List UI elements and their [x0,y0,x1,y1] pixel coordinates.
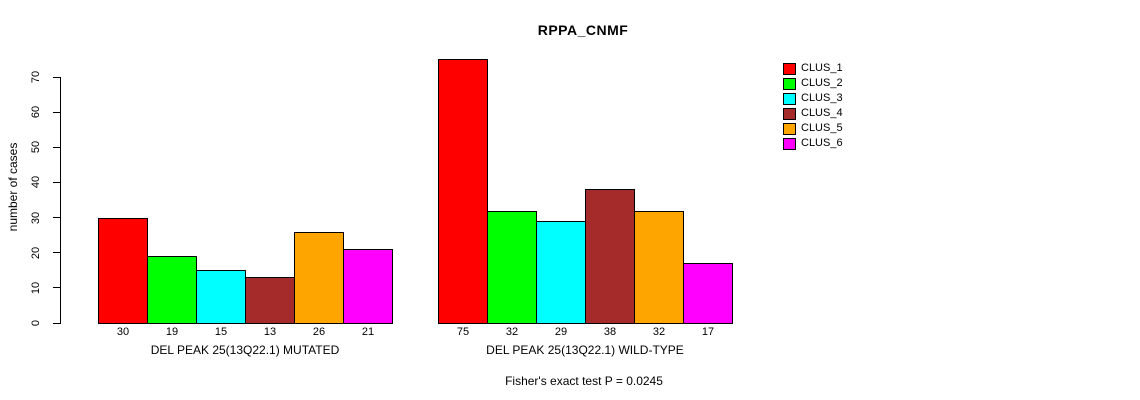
bar-clus_4-wild-type [585,189,635,324]
legend-swatch-icon [783,77,796,90]
legend-item-label: CLUS_3 [801,92,843,104]
legend-swatch-icon [783,122,796,135]
y-axis-line [60,77,61,324]
legend-item-label: CLUS_1 [801,62,843,74]
y-axis-tick-label: 0 [30,319,42,327]
legend-item-label: CLUS_5 [801,122,843,134]
bar-value-label: 17 [701,326,715,338]
y-axis-tick-label: 50 [30,141,42,154]
bar-clus_5-wild-type [634,211,684,324]
legend-swatch-icon [783,137,796,150]
bar-value-label: 19 [165,326,179,338]
bar-clus_6-mutated [343,249,393,324]
bar-value-label: 32 [505,326,519,338]
y-axis-tick-label: 10 [30,281,42,294]
legend-item-label: CLUS_4 [801,107,843,119]
bar-value-label: 26 [312,326,326,338]
y-axis-tick [53,217,60,219]
bar-clus_2-mutated [147,256,197,324]
legend-item-label: CLUS_2 [801,77,843,89]
y-axis-tick-label: 70 [30,70,42,84]
bar-clus_1-wild-type [438,59,488,324]
legend-item-clus_2: CLUS_2 [783,76,843,91]
y-axis-tick-label: 30 [30,211,42,224]
bar-value-label: 75 [456,326,470,338]
legend-item-clus_1: CLUS_1 [783,61,843,76]
bar-value-label: 38 [603,326,617,338]
legend-swatch-icon [783,62,796,75]
legend-item-label: CLUS_6 [801,137,843,149]
bar-clus_4-mutated [245,277,295,324]
y-axis-tick [53,146,60,148]
bar-value-label: 15 [214,326,228,338]
bar-clus_2-wild-type [487,211,537,324]
bar-value-label: 29 [554,326,568,338]
bar-value-label: 13 [263,326,277,338]
bar-clus_1-mutated [98,218,148,324]
bar-clus_3-mutated [196,270,246,324]
bar-clus_6-wild-type [683,263,733,324]
y-axis-tick [53,111,60,113]
legend-item-clus_6: CLUS_6 [783,136,843,151]
y-axis-tick [53,252,60,254]
group-label-wild-type: DEL PEAK 25(13Q22.1) WILD-TYPE [486,343,684,357]
legend: CLUS_1 CLUS_2 CLUS_3 CLUS_4 CLUS_5 CLUS_6 [783,61,843,151]
group-label-mutated: DEL PEAK 25(13Q22.1) MUTATED [150,343,340,357]
bar-clus_5-mutated [294,232,344,324]
y-axis-tick-label: 40 [30,176,42,189]
bar-clus_3-wild-type [536,221,586,324]
legend-swatch-icon [783,92,796,105]
y-axis-tick [53,322,60,324]
legend-swatch-icon [783,107,796,120]
fisher-test-annotation: Fisher's exact test P = 0.0245 [505,374,663,388]
legend-item-clus_3: CLUS_3 [783,91,843,106]
y-axis-tick [53,76,60,78]
bar-value-label: 32 [652,326,666,338]
bar-value-label: 21 [361,326,375,338]
chart-title: RPPA_CNMF [537,22,629,38]
legend-item-clus_5: CLUS_5 [783,121,843,136]
y-axis-tick [53,181,60,183]
legend-item-clus_4: CLUS_4 [783,106,843,121]
bar-value-label: 30 [116,326,130,338]
y-axis-tick-label: 60 [30,106,42,119]
y-axis-tick [53,287,60,289]
y-axis-tick-label: 20 [30,246,42,259]
